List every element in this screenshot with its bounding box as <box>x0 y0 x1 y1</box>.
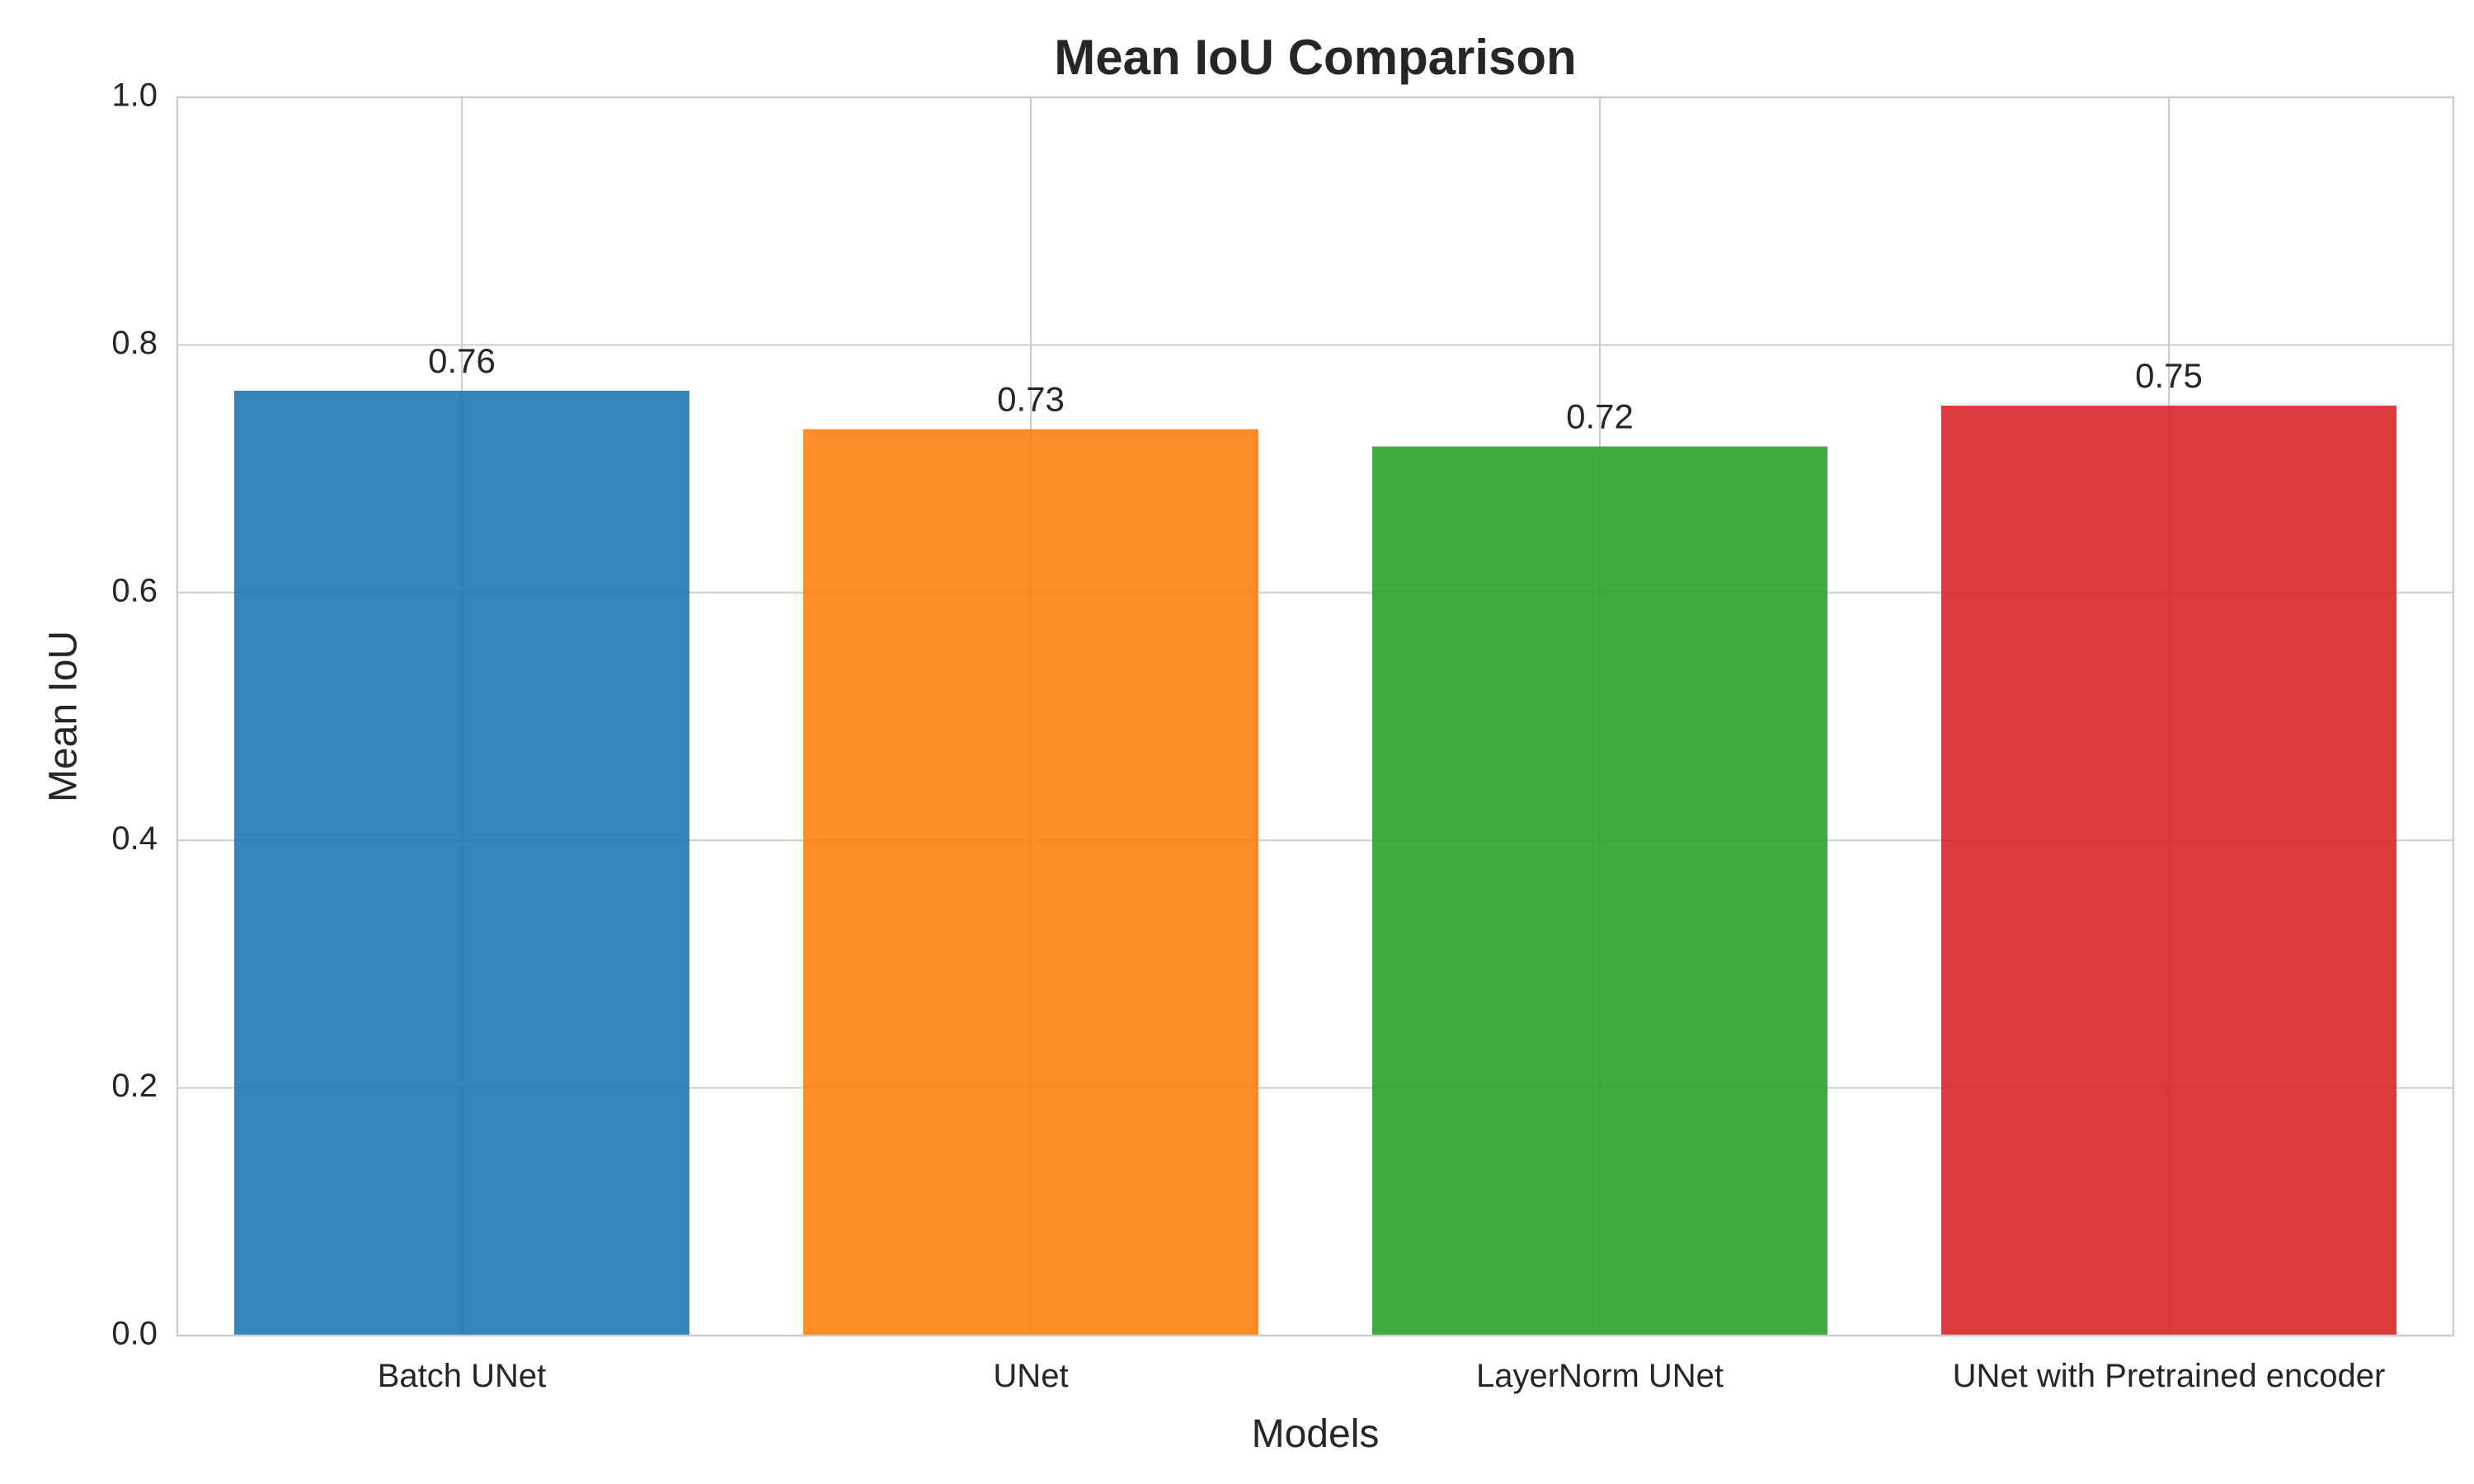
y-tick-label: 0.0 <box>111 1316 158 1352</box>
y-tick-label: 0.2 <box>111 1068 158 1104</box>
x-tick-label: UNet with Pretrained encoder <box>1953 1358 2386 1394</box>
x-axis-ticks: Batch UNet UNet LayerNorm UNet UNet with Pr… <box>378 1358 2386 1394</box>
bar <box>1941 405 2396 1336</box>
data-labels: 0.76 0.73 0.72 0.75 <box>428 341 2203 436</box>
bar <box>234 390 689 1336</box>
y-tick-label: 0.4 <box>111 820 158 857</box>
data-label: 0.73 <box>997 380 1065 419</box>
x-axis-label: Models <box>1252 1412 1380 1456</box>
plot-frame <box>176 96 2455 1337</box>
bar <box>803 429 1258 1336</box>
bars <box>234 390 2396 1336</box>
x-tick-label: Batch UNet <box>378 1358 547 1394</box>
y-tick-label: 0.6 <box>111 572 158 608</box>
data-label: 0.75 <box>2135 356 2203 395</box>
x-tick-label: LayerNorm UNet <box>1476 1358 1724 1394</box>
x-tick-label: UNet <box>993 1358 1068 1394</box>
data-label: 0.72 <box>1566 397 1634 436</box>
y-tick-label: 1.0 <box>111 77 158 114</box>
y-axis-ticks: 0.0 0.2 0.4 0.6 0.8 1.0 <box>111 77 158 1352</box>
y-tick-label: 0.8 <box>111 325 158 361</box>
chart-title: Mean IoU Comparison <box>1054 30 1576 85</box>
data-label: 0.76 <box>428 341 496 380</box>
y-axis-label: Mean IoU <box>42 631 86 802</box>
bar <box>1372 446 1827 1336</box>
